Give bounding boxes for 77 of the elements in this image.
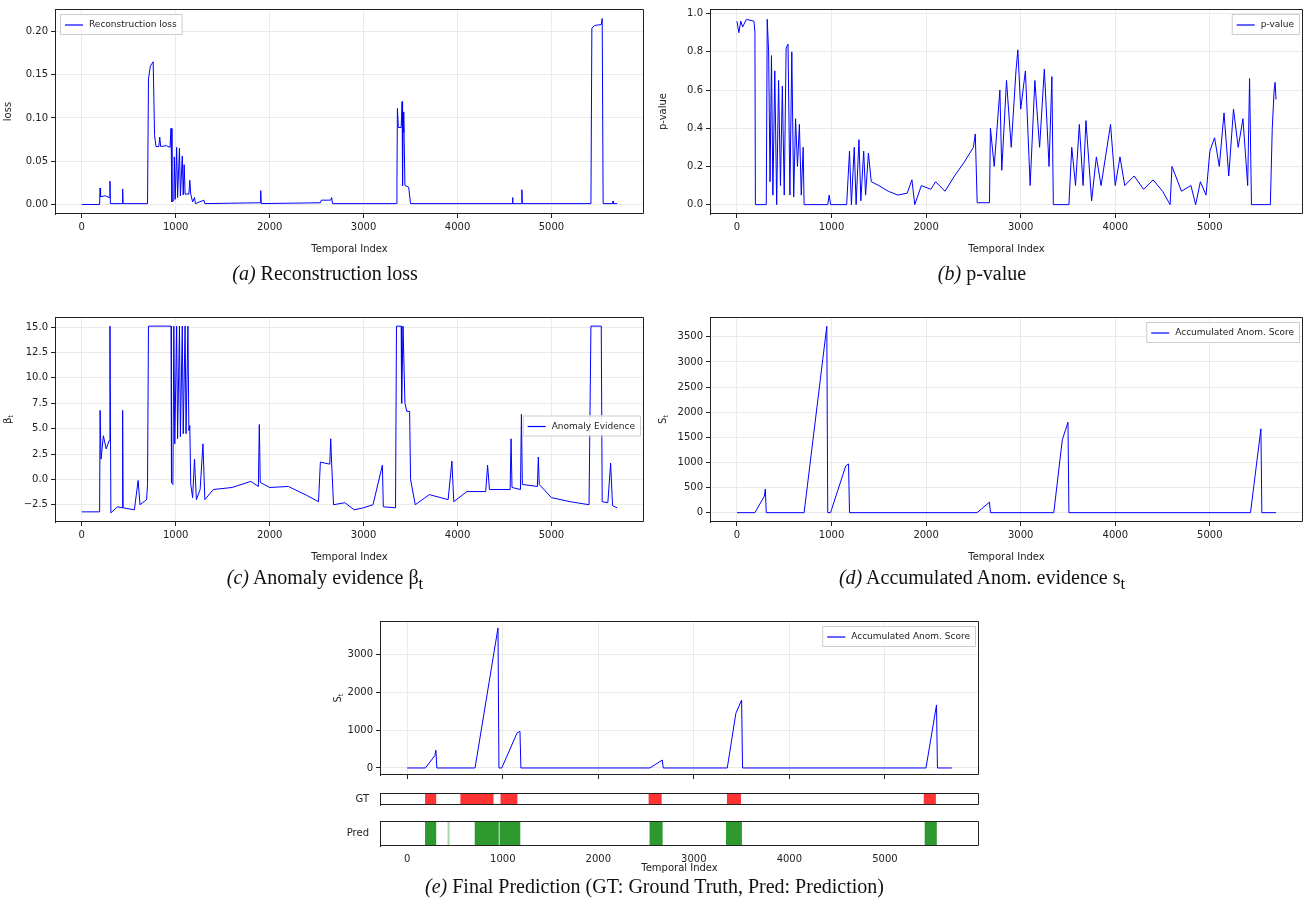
y-tick-label: 0.00 <box>25 198 48 210</box>
text: (a) Reconstruction loss <box>231 262 419 285</box>
y-tick-label: 3500 <box>677 330 703 342</box>
legend-label: Accumulated Anom. Score <box>851 631 971 642</box>
legend-label: Accumulated Anom. Score <box>1175 327 1295 338</box>
y-tick-label: 0.2 <box>687 160 703 172</box>
x-tick-label: 2000 <box>913 220 939 232</box>
y-tick-label: 5.0 <box>32 422 48 434</box>
x-tick-label: 5000 <box>1197 528 1223 540</box>
y-axis-title: p-value <box>656 92 668 130</box>
y-tick-label: 0.8 <box>687 45 703 57</box>
x-tick-label: 4000 <box>1102 220 1128 232</box>
x-tick-label: 5000 <box>872 852 898 864</box>
y-tick-label: 7.5 <box>32 396 48 408</box>
y-tick-label: 0.0 <box>687 198 703 210</box>
x-axis-title: Temporal Index <box>310 550 388 562</box>
y-tick-label: 2000 <box>347 686 373 698</box>
text: (c) Anomaly evidence β$_{t}$ <box>225 566 425 594</box>
y-tick-label: 12.5 <box>25 346 48 358</box>
y-tick-label: 3000 <box>677 355 703 367</box>
text: (d) Accumulated Anom. evidence s$_{t}$ <box>837 566 1127 594</box>
y-tick-label: 0.15 <box>25 68 48 80</box>
x-tick-label: 2000 <box>913 528 939 540</box>
x-tick-label: 3000 <box>1007 220 1034 232</box>
y-tick-label: 2000 <box>677 405 703 417</box>
x-tick-label: 2000 <box>585 852 612 864</box>
x-tick-label: 1000 <box>818 220 845 232</box>
y-tick-label: 3000 <box>347 648 373 660</box>
y-tick-label: GT <box>355 792 370 804</box>
legend-label: Anomaly Evidence <box>551 420 636 431</box>
x-tick-label: 1000 <box>162 220 189 232</box>
x-axis-title: Temporal Index <box>967 242 1045 254</box>
y-tick-label: 15.0 <box>25 320 48 332</box>
x-axis-title: Temporal Index <box>967 550 1045 562</box>
x-tick-label: 4000 <box>776 852 803 864</box>
y-tick-label: 1000 <box>677 456 703 468</box>
y-tick-label: 0.6 <box>687 83 703 95</box>
y-tick-label: 0 <box>366 761 373 773</box>
x-tick-label: 5000 <box>538 528 565 540</box>
x-axis-title: Temporal Index <box>310 242 388 254</box>
legend-label: p-value <box>1260 19 1295 30</box>
x-tick-label: 0 <box>404 852 411 864</box>
x-tick-label: 4000 <box>1102 528 1128 540</box>
y-axis-title: loss <box>1 101 13 122</box>
y-tick-label: 1500 <box>677 430 703 442</box>
x-tick-label: 1000 <box>818 528 845 540</box>
y-tick-label: 0.0 <box>32 472 48 484</box>
y-tick-label: −2.5 <box>23 498 48 510</box>
y-tick-label: 0 <box>696 506 703 518</box>
text: (b) p-value <box>936 262 1028 285</box>
x-tick-label: 3000 <box>1007 528 1034 540</box>
y-tick-label: 10.0 <box>25 371 48 383</box>
x-axis-title: Temporal Index <box>640 861 718 873</box>
y-tick-label: Pred <box>346 827 369 839</box>
y-tick-label: 2500 <box>677 380 703 392</box>
y-tick-label: 0.10 <box>25 111 48 123</box>
y-tick-label: 500 <box>683 481 703 493</box>
x-tick-label: 0 <box>78 220 85 232</box>
x-tick-label: 0 <box>78 528 85 540</box>
y-tick-label: 0.20 <box>25 25 48 37</box>
legend-label: Reconstruction loss <box>89 19 177 30</box>
x-tick-label: 0 <box>733 220 741 232</box>
x-tick-label: 1000 <box>162 528 189 540</box>
x-tick-label: 2000 <box>256 528 283 540</box>
y-tick-label: 0.05 <box>25 154 48 166</box>
y-tick-label: 1.0 <box>687 7 703 19</box>
y-tick-label: 1000 <box>347 723 373 735</box>
x-tick-label: 2000 <box>256 220 283 232</box>
x-tick-label: 5000 <box>1197 220 1223 232</box>
text: (e) Final Prediction (GT: Ground Truth, Pred: Prediction) <box>424 875 885 898</box>
x-tick-label: 4000 <box>444 528 471 540</box>
x-tick-label: 4000 <box>444 220 471 232</box>
x-tick-label: 0 <box>733 528 741 540</box>
y-tick-label: 2.5 <box>32 447 48 459</box>
x-tick-label: 5000 <box>538 220 565 232</box>
y-tick-label: 0.4 <box>687 121 703 133</box>
x-tick-label: 1000 <box>490 852 516 864</box>
